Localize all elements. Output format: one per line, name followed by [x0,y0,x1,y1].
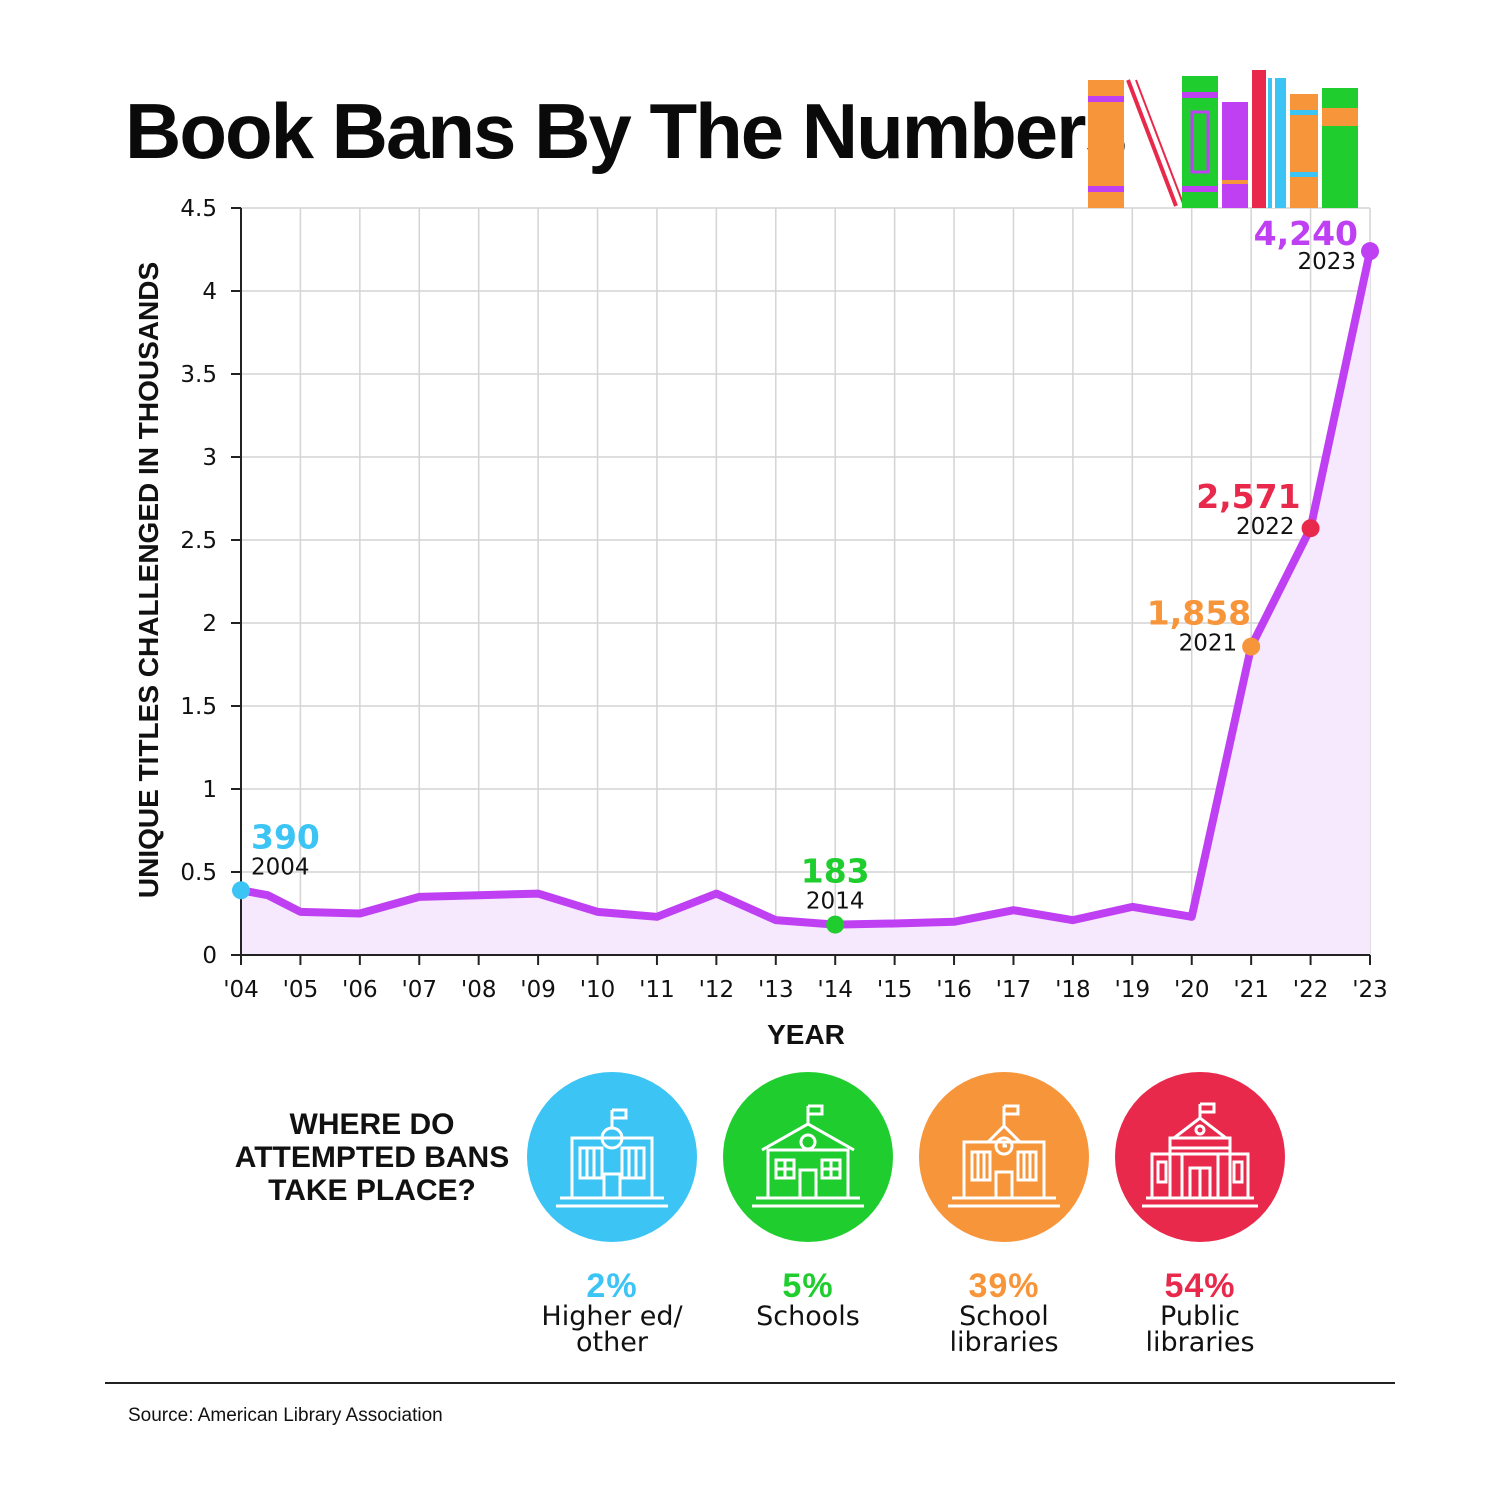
data-point-marker [1361,242,1379,261]
category-label-line2: libraries [949,1327,1059,1358]
x-tick-label: '11 [639,977,675,1003]
category-circle [919,1072,1089,1242]
x-tick-label: '12 [699,977,735,1003]
category-circle [1115,1072,1285,1242]
data-point-marker [826,915,845,934]
data-label-year: 2021 [1179,631,1238,657]
data-label-value: 1,858 [1147,594,1251,633]
category-percent: 54% [1164,1267,1236,1305]
data-point-marker [1242,637,1261,656]
page-title: Book Bans By The Numbers [125,87,1128,175]
university-building-icon [556,1108,668,1208]
category-circle [723,1072,893,1242]
category-percent: 39% [968,1267,1040,1305]
data-label-value: 183 [801,852,870,891]
data-point-marker [232,881,250,900]
x-tick-label: '23 [1352,977,1388,1003]
x-tick-label: '14 [817,977,853,1003]
data-label-value: 4,240 [1254,214,1358,253]
y-tick-label: 1 [202,777,217,803]
category-label: School [959,1301,1049,1332]
y-tick-label: 3.5 [180,362,217,388]
x-tick-label: '18 [1055,977,1091,1003]
data-label-year: 2004 [251,854,310,880]
y-tick-label: 4 [202,279,217,305]
x-tick-label: '13 [758,977,794,1003]
x-tick-label: '16 [936,977,972,1003]
school-library-icon [948,1104,1060,1208]
category-school-libraries: 39% School libraries [894,1072,1114,1356]
x-tick-label: '22 [1293,977,1329,1003]
category-circle [527,1072,697,1242]
category-schools: 5% Schools [698,1072,918,1330]
source-note: Source: American Library Association [128,1405,443,1426]
x-tick-label: '21 [1233,977,1269,1003]
x-tick-label: '07 [401,977,437,1003]
school-building-icon [752,1104,864,1208]
data-label-value: 390 [251,817,320,856]
category-higher-ed: 2% Higher ed/ other [502,1072,722,1356]
x-tick-label: '04 [223,977,259,1003]
x-tick-label: '15 [877,977,913,1003]
chart: 0 0.5 1 1.5 2 2.5 3 3.5 4 4.5 '04 '05 '06 '07 '08 '09 '1… [133,196,1388,1050]
divider [105,1382,1395,1384]
category-label: Public [1160,1301,1240,1332]
category-label-line2: libraries [1145,1327,1255,1358]
category-label: Schools [756,1301,860,1332]
data-label-year: 2022 [1236,514,1295,540]
y-tick-label: 3 [202,445,217,471]
category-public-libraries: 54% Public libraries [1090,1072,1310,1356]
x-tick-label: '19 [1115,977,1151,1003]
y-tick-label: 0 [202,943,217,969]
y-tick-label: 2.5 [180,528,217,554]
x-tick-label: '06 [342,977,378,1003]
x-tick-label: '10 [580,977,616,1003]
chart-area-fill [241,251,1370,955]
y-tick-label: 4.5 [180,196,217,222]
y-tick-label: 0.5 [180,860,217,886]
x-axis-title: YEAR [767,1019,845,1050]
x-tick-label: '05 [283,977,319,1003]
category-label-line2: other [576,1327,648,1358]
data-label-value: 2,571 [1196,477,1300,516]
y-tick-label: 1.5 [180,694,217,720]
category-percent: 5% [782,1267,834,1305]
x-tick-label: '08 [461,977,497,1003]
y-tick-label: 2 [202,611,217,637]
books-illustration [1088,70,1358,208]
data-label-year: 2014 [806,889,865,915]
series-line [237,247,1374,929]
x-tick-label: '20 [1174,977,1210,1003]
x-tick-label: '09 [520,977,556,1003]
category-label: Higher ed/ [541,1301,683,1332]
category-percent: 2% [586,1267,638,1305]
public-library-icon [1142,1102,1258,1208]
data-point-marker [1301,519,1320,538]
y-axis-title: UNIQUE TITLES CHALLENGED IN THOUSANDS [133,262,164,898]
data-label-year: 2023 [1297,249,1356,275]
x-tick-label: '17 [996,977,1032,1003]
where-title: WHERE DO ATTEMPTED BANS TAKE PLACE? [234,1108,510,1207]
